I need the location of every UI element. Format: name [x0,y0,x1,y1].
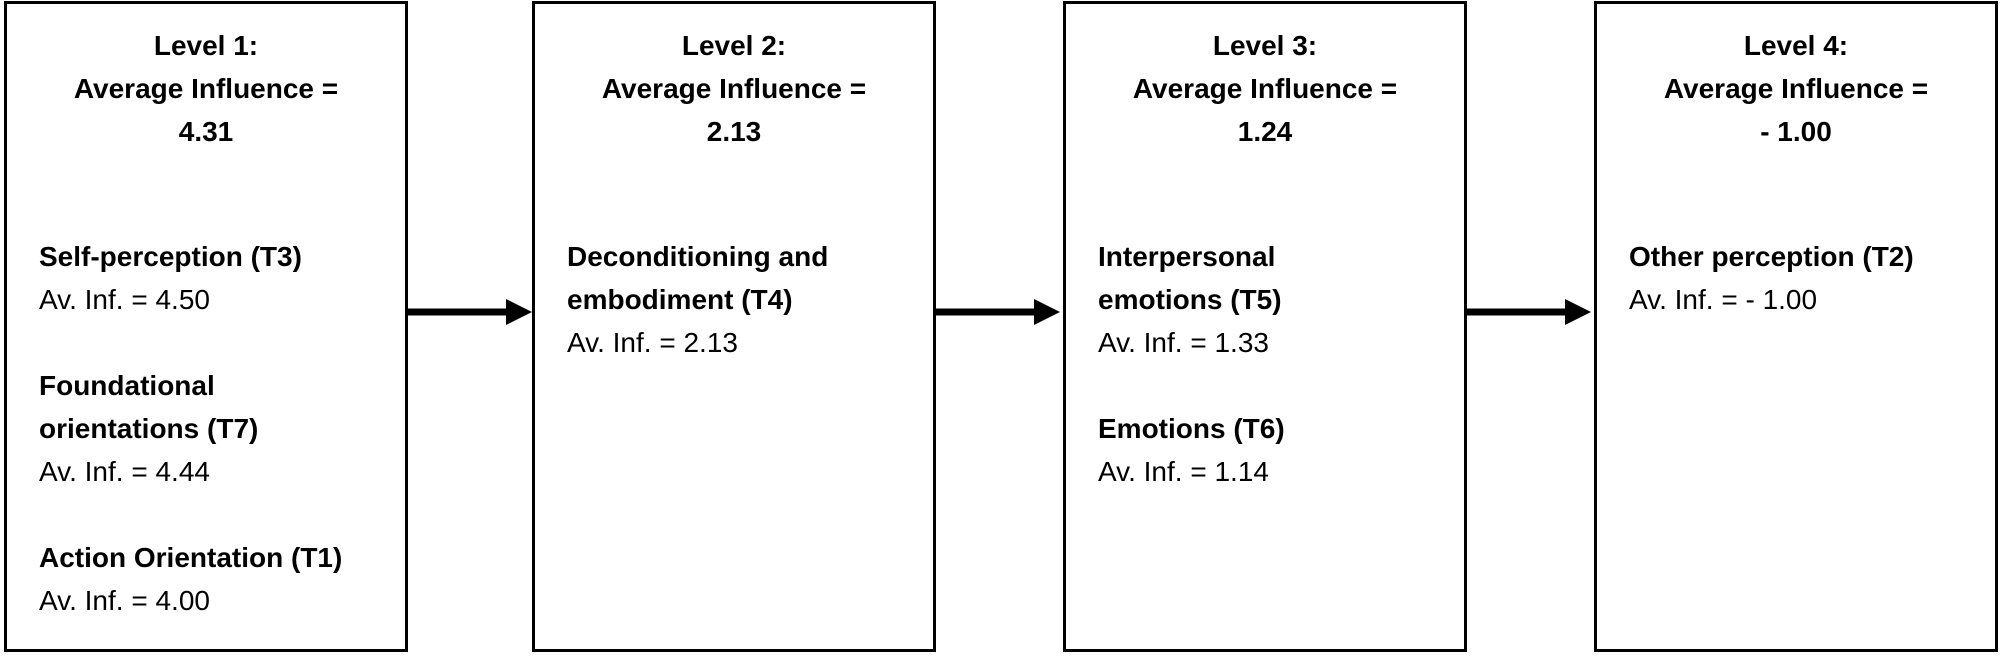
theme-value: Av. Inf. = 1.33 [1098,327,1269,358]
theme-title: Action Orientation (T1) [39,542,343,573]
level-2-average-value: 2.13 [706,116,762,147]
arrow-right-icon [936,299,1060,325]
arrow-level-3-to-4 [1467,297,1591,327]
level-3-average-value: 1.24 [1237,116,1293,147]
level-2-header: Level 2: Average Influence = 2.13 [535,24,933,153]
theme-title: Deconditioning and embodiment (T4) [567,241,829,315]
theme-value: Av. Inf. = 1.14 [1098,456,1269,487]
level-1-box: Level 1: Average Influence = 4.31 Self-p… [4,1,408,652]
level-1-label: Level 1: [153,30,259,61]
level-3-box: Level 3: Average Influence = 1.24 Interp… [1063,1,1467,652]
theme-self-perception: Self-perception (T3) Av. Inf. = 4.50 [39,235,399,321]
level-1-header: Level 1: Average Influence = 4.31 [7,24,405,153]
theme-emotions: Emotions (T6) Av. Inf. = 1.14 [1098,407,1458,493]
theme-value: Av. Inf. = 4.50 [39,284,210,315]
level-4-label: Level 4: [1743,30,1849,61]
arrow-level-1-to-2 [408,297,532,327]
level-2-average-label: Average Influence = [601,73,867,104]
theme-title: Self-perception (T3) [39,241,302,272]
level-4-average-value: - 1.00 [1760,116,1832,147]
theme-value: Av. Inf. = - 1.00 [1629,284,1818,315]
level-1-average-value: 4.31 [178,116,234,147]
theme-interpersonal-emotions: Interpersonal emotions (T5) Av. Inf. = 1… [1098,235,1328,364]
arrow-right-icon [1467,299,1591,325]
theme-title: Interpersonal emotions (T5) [1098,241,1282,315]
theme-value: Av. Inf. = 2.13 [567,327,738,358]
theme-title: Emotions (T6) [1098,413,1285,444]
theme-title: Foundational orientations (T7) [39,370,259,444]
arrow-right-icon [408,299,532,325]
theme-action-orientation: Action Orientation (T1) Av. Inf. = 4.00 [39,536,399,622]
theme-value: Av. Inf. = 4.44 [39,456,210,487]
level-3-header: Level 3: Average Influence = 1.24 [1066,24,1464,153]
arrow-level-2-to-3 [936,297,1060,327]
level-2-label: Level 2: [681,30,787,61]
level-1-average-label: Average Influence = [73,73,339,104]
level-3-average-label: Average Influence = [1132,73,1398,104]
level-3-label: Level 3: [1212,30,1318,61]
theme-value: Av. Inf. = 4.00 [39,585,210,616]
level-2-box: Level 2: Average Influence = 2.13 Decond… [532,1,936,652]
theme-title: Other perception (T2) [1629,241,1914,272]
level-4-header: Level 4: Average Influence = - 1.00 [1597,24,1995,153]
level-4-average-label: Average Influence = [1663,73,1929,104]
level-4-box: Level 4: Average Influence = - 1.00 Othe… [1594,1,1998,652]
theme-foundational-orientations: Foundational orientations (T7) Av. Inf. … [39,364,279,493]
theme-other-perception: Other perception (T2) Av. Inf. = - 1.00 [1629,235,1989,321]
theme-deconditioning-embodiment: Deconditioning and embodiment (T4) Av. I… [567,235,927,364]
